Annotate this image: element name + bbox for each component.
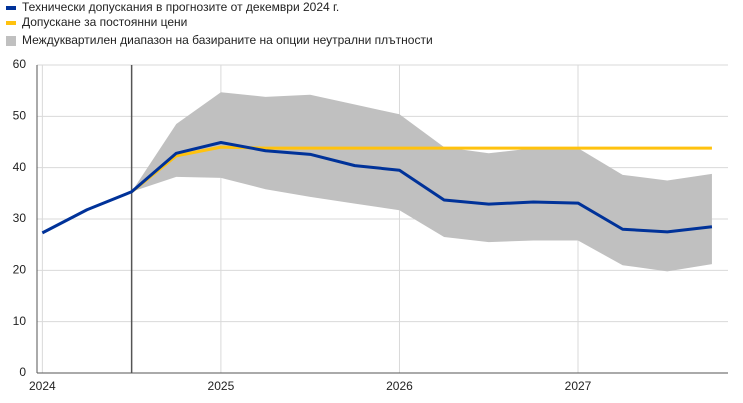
x-tick-label: 2027	[565, 379, 592, 393]
y-tick-label: 40	[13, 160, 27, 174]
legend-swatch	[6, 21, 16, 25]
x-tick-label: 2024	[29, 379, 56, 393]
x-tick-label: 2025	[208, 379, 235, 393]
series-line	[130, 145, 712, 193]
y-tick-label: 60	[13, 57, 27, 71]
y-tick-label: 30	[13, 211, 27, 225]
legend-label: Допускане за постоянни цени	[22, 15, 187, 29]
y-tick-label: 0	[19, 365, 26, 379]
x-tick-label: 2026	[386, 379, 413, 393]
series-line	[41, 141, 713, 235]
legend-swatch	[6, 36, 16, 46]
y-tick-label: 10	[13, 314, 27, 328]
interquartile-band	[131, 92, 712, 272]
legend-label: Междуквартилен диапазон на базираните на…	[22, 33, 433, 47]
y-tick-label: 20	[13, 263, 27, 277]
legend-swatch	[6, 6, 16, 10]
y-tick-label: 50	[13, 109, 27, 123]
legend-label: Технически допускания в прогнозите от де…	[22, 0, 339, 14]
